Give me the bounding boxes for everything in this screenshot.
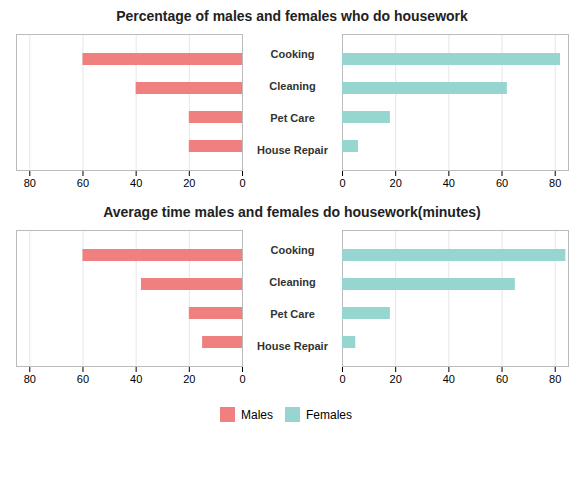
html-text:Males: Males bbox=[241, 407, 273, 422]
svg-text:80: 80 bbox=[549, 373, 561, 385]
svg-text:Cooking: Cooking bbox=[271, 244, 315, 256]
html-text:Average time males and females: Average time males and females do housew… bbox=[103, 204, 481, 220]
svg-text:Cleaning: Cleaning bbox=[269, 276, 315, 288]
svg-text:House Repair: House Repair bbox=[257, 144, 329, 156]
svg-text:80: 80 bbox=[549, 177, 561, 189]
svg-text:80: 80 bbox=[24, 373, 36, 385]
svg-text:0: 0 bbox=[239, 373, 245, 385]
svg-text:40: 40 bbox=[443, 177, 455, 189]
svg-text:60: 60 bbox=[496, 177, 508, 189]
svg-text:House Repair: House Repair bbox=[257, 340, 329, 352]
svg-text:Pet Care: Pet Care bbox=[270, 112, 315, 124]
svg-text:Pet Care: Pet Care bbox=[270, 308, 315, 320]
svg-text:60: 60 bbox=[496, 373, 508, 385]
svg-text:40: 40 bbox=[130, 177, 142, 189]
svg-text:40: 40 bbox=[130, 373, 142, 385]
svg-text:20: 20 bbox=[390, 177, 402, 189]
svg-text:60: 60 bbox=[77, 177, 89, 189]
svg-text:20: 20 bbox=[183, 177, 195, 189]
svg-text:0: 0 bbox=[339, 177, 345, 189]
html-text:Percentage of males and female: Percentage of males and females who do h… bbox=[116, 8, 468, 24]
svg-text:Cooking: Cooking bbox=[271, 48, 315, 60]
svg-text:80: 80 bbox=[24, 177, 36, 189]
svg-text:20: 20 bbox=[183, 373, 195, 385]
svg-text:40: 40 bbox=[443, 373, 455, 385]
svg-text:0: 0 bbox=[239, 177, 245, 189]
svg-text:0: 0 bbox=[339, 373, 345, 385]
svg-text:20: 20 bbox=[390, 373, 402, 385]
svg-text:60: 60 bbox=[77, 373, 89, 385]
html-text:Females: Females bbox=[306, 407, 352, 422]
svg-text:Cleaning: Cleaning bbox=[269, 80, 315, 92]
